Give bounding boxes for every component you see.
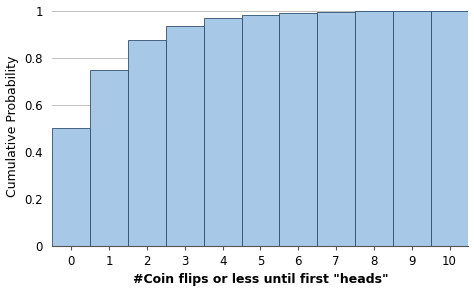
Bar [393,11,430,246]
Bar [166,25,204,246]
Bar [53,128,90,246]
Y-axis label: Cumulative Probability: Cumulative Probability [6,55,18,197]
Bar [355,11,393,246]
Bar [279,13,317,246]
Bar [242,15,279,246]
Bar [128,40,166,246]
Bar [430,11,468,246]
Bar [204,18,242,246]
X-axis label: #Coin flips or less until first "heads": #Coin flips or less until first "heads" [133,273,388,286]
Bar [90,69,128,246]
Bar [317,12,355,246]
